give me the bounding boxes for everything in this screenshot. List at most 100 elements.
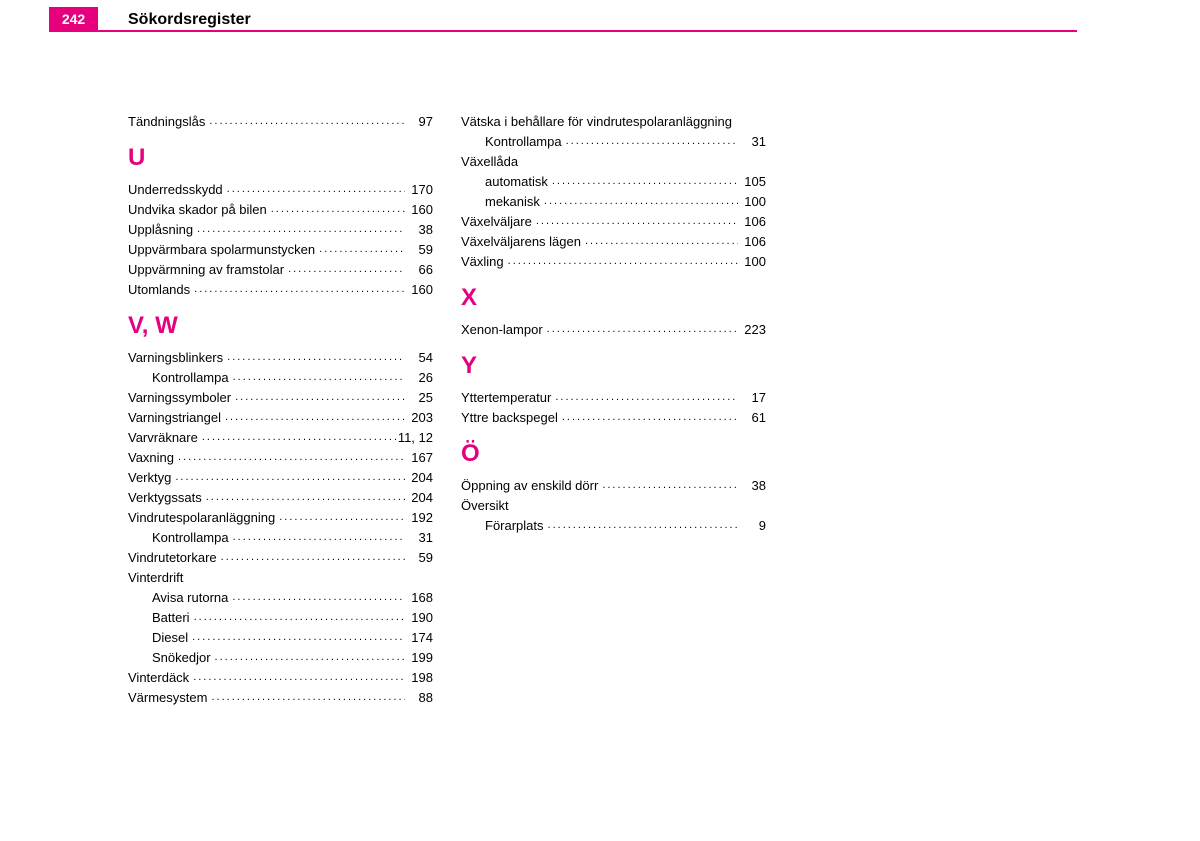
index-entry: Vätska i behållare för vindrutespolaranl… bbox=[461, 112, 766, 132]
index-entry: Växling100 bbox=[461, 252, 766, 272]
index-entry-label: Vindrutespolaranläggning bbox=[128, 508, 275, 528]
index-entry-page: 106 bbox=[738, 212, 766, 232]
index-entry-page: 25 bbox=[405, 388, 433, 408]
index-entry-page: 9 bbox=[738, 516, 766, 536]
page-number-tab: 242 bbox=[49, 7, 98, 31]
index-entry-label: Utomlands bbox=[128, 280, 190, 300]
index-entry-label: Undvika skador på bilen bbox=[128, 200, 267, 220]
leader-dots bbox=[221, 407, 405, 427]
leader-dots bbox=[171, 467, 405, 487]
index-entry-label: Vinterdrift bbox=[128, 568, 183, 588]
index-entry-label: Växling bbox=[461, 252, 504, 272]
index-entry: Diesel174 bbox=[128, 628, 433, 648]
index-entry: mekanisk100 bbox=[461, 192, 766, 212]
page-title: Sökordsregister bbox=[128, 11, 251, 29]
index-entry-page: 160 bbox=[405, 280, 433, 300]
index-entry-page: 105 bbox=[738, 172, 766, 192]
leader-dots bbox=[275, 507, 405, 527]
index-column: Tändningslås97UUnderredsskydd170Undvika … bbox=[128, 112, 433, 708]
leader-dots bbox=[223, 179, 405, 199]
index-entry-page: 59 bbox=[405, 548, 433, 568]
leader-dots bbox=[504, 251, 738, 271]
index-entry-page: 59 bbox=[405, 240, 433, 260]
index-entry-page: 223 bbox=[738, 320, 766, 340]
index-entry: Förarplats 9 bbox=[461, 516, 766, 536]
index-entry-label: Diesel bbox=[128, 628, 188, 648]
leader-dots bbox=[188, 627, 405, 647]
leader-dots bbox=[193, 219, 405, 239]
document-page: 242 Sökordsregister Tändningslås97UUnder… bbox=[0, 0, 1200, 841]
leader-dots bbox=[581, 231, 738, 251]
index-entry-label: Yttre backspegel bbox=[461, 408, 558, 428]
index-entry-label: Batteri bbox=[128, 608, 190, 628]
index-entry-page: 11, 12 bbox=[398, 428, 433, 448]
index-columns: Tändningslås97UUnderredsskydd170Undvika … bbox=[128, 112, 766, 708]
index-entry-page: 31 bbox=[738, 132, 766, 152]
index-entry: Vinterdrift bbox=[128, 568, 433, 588]
index-entry: Verktyg204 bbox=[128, 468, 433, 488]
leader-dots bbox=[223, 347, 405, 367]
index-entry-label: Upplåsning bbox=[128, 220, 193, 240]
index-entry-page: 198 bbox=[405, 668, 433, 688]
index-entry: Uppvärmning av framstolar66 bbox=[128, 260, 433, 280]
index-entry-page: 160 bbox=[405, 200, 433, 220]
index-entry-label: mekanisk bbox=[461, 192, 540, 212]
leader-dots bbox=[231, 387, 405, 407]
index-entry-page: 88 bbox=[405, 688, 433, 708]
index-entry: Kontrollampa 31 bbox=[461, 132, 766, 152]
index-entry: Underredsskydd170 bbox=[128, 180, 433, 200]
index-entry-label: Kontrollampa bbox=[461, 132, 562, 152]
index-entry: Vindrutetorkare59 bbox=[128, 548, 433, 568]
index-entry: Snökedjor199 bbox=[128, 648, 433, 668]
leader-dots bbox=[202, 487, 405, 507]
leader-dots bbox=[190, 279, 405, 299]
index-entry-page: 204 bbox=[405, 468, 433, 488]
index-entry: Verktygssats204 bbox=[128, 488, 433, 508]
index-entry: Upplåsning38 bbox=[128, 220, 433, 240]
index-entry-label: Vinterdäck bbox=[128, 668, 189, 688]
index-entry-label: automatisk bbox=[461, 172, 548, 192]
index-entry-label: Yttertemperatur bbox=[461, 388, 551, 408]
leader-dots bbox=[562, 131, 738, 151]
index-entry: Yttre backspegel 61 bbox=[461, 408, 766, 428]
index-entry-label: Förarplats bbox=[461, 516, 544, 536]
index-entry: Vinterdäck 198 bbox=[128, 668, 433, 688]
section-heading: V, W bbox=[128, 316, 433, 336]
index-entry-label: Xenon-lampor bbox=[461, 320, 543, 340]
index-entry: Yttertemperatur17 bbox=[461, 388, 766, 408]
index-entry-page: 192 bbox=[405, 508, 433, 528]
index-entry-page: 61 bbox=[738, 408, 766, 428]
index-entry-label: Varningsblinkers bbox=[128, 348, 223, 368]
index-entry: Översikt bbox=[461, 496, 766, 516]
index-entry: Öppning av enskild dörr38 bbox=[461, 476, 766, 496]
leader-dots bbox=[207, 687, 405, 707]
index-entry-label: Uppvärmbara spolarmunstycken bbox=[128, 240, 315, 260]
index-entry: Växelväljare106 bbox=[461, 212, 766, 232]
index-entry-label: Kontrollampa bbox=[128, 528, 229, 548]
leader-dots bbox=[211, 647, 405, 667]
index-entry: Kontrollampa31 bbox=[128, 528, 433, 548]
index-entry: Avisa rutorna168 bbox=[128, 588, 433, 608]
index-entry-label: Översikt bbox=[461, 496, 509, 516]
index-entry-label: Varvräknare bbox=[128, 428, 198, 448]
leader-dots bbox=[217, 547, 405, 567]
section-heading: Ö bbox=[461, 444, 766, 464]
index-entry: Kontrollampa26 bbox=[128, 368, 433, 388]
index-entry-label: Varningssymboler bbox=[128, 388, 231, 408]
index-entry-page: 170 bbox=[405, 180, 433, 200]
leader-dots bbox=[544, 515, 738, 535]
index-column: Vätska i behållare för vindrutespolaranl… bbox=[461, 112, 766, 708]
index-entry-label: Öppning av enskild dörr bbox=[461, 476, 598, 496]
index-entry: Varningssymboler 25 bbox=[128, 388, 433, 408]
index-entry: Uppvärmbara spolarmunstycken 59 bbox=[128, 240, 433, 260]
section-heading: Y bbox=[461, 356, 766, 376]
index-entry-label: Uppvärmning av framstolar bbox=[128, 260, 284, 280]
index-entry: Utomlands 160 bbox=[128, 280, 433, 300]
index-entry: Varningsblinkers54 bbox=[128, 348, 433, 368]
index-entry: Vindrutespolaranläggning 192 bbox=[128, 508, 433, 528]
leader-dots bbox=[284, 259, 405, 279]
leader-dots bbox=[198, 427, 398, 447]
index-entry: Värmesystem88 bbox=[128, 688, 433, 708]
index-entry-label: Vaxning bbox=[128, 448, 174, 468]
index-entry-page: 199 bbox=[405, 648, 433, 668]
